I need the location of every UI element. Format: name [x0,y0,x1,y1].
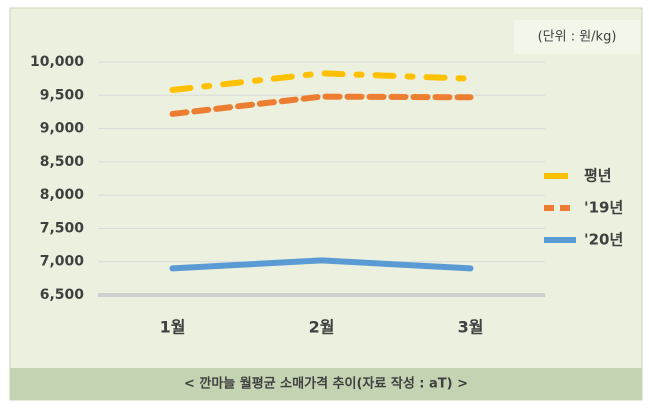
y-tick-label: 8,500 [40,154,85,170]
y-tick-label: 7,000 [40,254,85,270]
caption: < 깐마늘 월평균 소매가격 추이(자료 작성 : aT) > [184,376,468,392]
y-tick-label: 10,000 [30,54,84,70]
caption-bar [10,368,642,400]
legend-label: '20년 [584,231,623,249]
x-tick-label: 3월 [458,318,484,337]
x-tick-label: 1월 [160,318,186,337]
unit-box [514,20,640,54]
legend-label: '19년 [584,199,623,217]
series-line [169,70,474,93]
legend-label: 평년 [584,167,612,185]
chart-panel [9,7,643,401]
unit-label: (단위 : 원/kg) [538,30,617,45]
y-tick-label: 9,000 [40,121,85,137]
series-line [169,93,474,117]
y-tick-label: 8,000 [40,187,85,203]
y-tick-label: 7,500 [40,220,85,236]
y-tick-label: 9,500 [40,87,85,103]
series-line [169,257,474,272]
x-tick-label: 2월 [309,318,335,337]
y-tick-label: 6,500 [40,287,85,303]
